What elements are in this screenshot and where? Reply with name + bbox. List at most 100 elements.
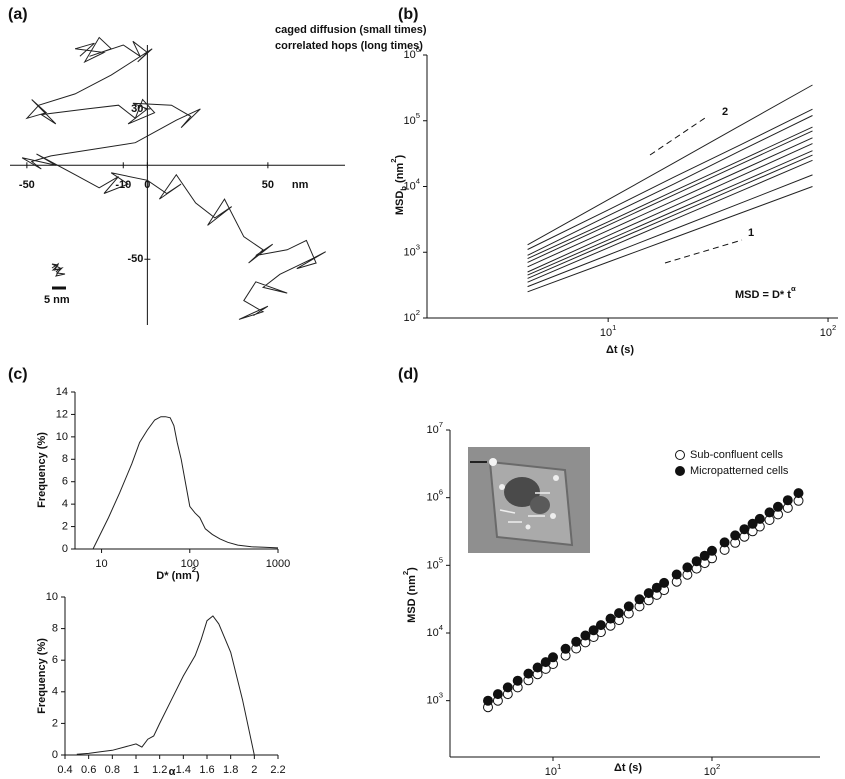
tick-label: 105 bbox=[426, 555, 443, 571]
tick-label: 1.4 bbox=[176, 764, 191, 776]
axis-unit: nm bbox=[292, 179, 309, 191]
panel-label: (d) bbox=[398, 366, 418, 383]
annotation: correlated hops (long times) bbox=[275, 40, 423, 52]
data-point bbox=[793, 488, 804, 499]
tick-exponent: 1 bbox=[557, 762, 561, 771]
tick-label: 50 bbox=[262, 179, 274, 191]
data-point bbox=[623, 601, 634, 612]
y-axis-label: MSDb (nm2) bbox=[389, 155, 408, 216]
data-point bbox=[502, 682, 513, 693]
tick-label: 101 bbox=[600, 323, 617, 339]
tick-label: 1.2 bbox=[152, 764, 167, 776]
tick-label: 10 bbox=[46, 591, 58, 603]
tick-base: 10 bbox=[403, 115, 415, 127]
data-point bbox=[719, 537, 730, 548]
data-point bbox=[659, 577, 670, 588]
scale-bar-label: 5 nm bbox=[44, 294, 70, 306]
data-point bbox=[571, 636, 582, 647]
panel-label: (a) bbox=[8, 6, 28, 23]
tick-label: 100 bbox=[181, 558, 199, 570]
data-line bbox=[527, 126, 813, 260]
tick-exponent: 2 bbox=[832, 323, 836, 332]
tick-label: 103 bbox=[426, 691, 443, 707]
tick-label: 2 bbox=[52, 717, 58, 729]
tick-label: 8 bbox=[62, 453, 68, 465]
tick-label: 106 bbox=[426, 488, 443, 504]
tick-label: 1000 bbox=[266, 558, 290, 570]
tick-label: 6 bbox=[62, 476, 68, 488]
data-line bbox=[527, 174, 813, 288]
tick-label: 8 bbox=[52, 623, 58, 635]
data-point bbox=[512, 675, 523, 686]
label-part: ) bbox=[394, 155, 406, 159]
label-part: MSD bbox=[394, 191, 406, 216]
data-point bbox=[532, 662, 543, 673]
annotation: caged diffusion (small times) bbox=[275, 24, 427, 36]
label-part: ) bbox=[406, 567, 418, 571]
tick-base: 10 bbox=[403, 49, 415, 61]
tick-base: 10 bbox=[426, 627, 438, 639]
data-line bbox=[92, 416, 279, 550]
legend-label: Sub-confluent cells bbox=[690, 449, 783, 461]
label-part: 2 bbox=[389, 159, 398, 163]
label-part: b bbox=[399, 186, 408, 191]
tick-base: 10 bbox=[704, 766, 716, 778]
tick-base: 10 bbox=[545, 766, 557, 778]
x-axis-label: D* (nm2) bbox=[156, 565, 200, 582]
label-part: 2 bbox=[401, 571, 410, 575]
formula: MSD = D* tα bbox=[735, 284, 796, 301]
tick-exponent: 4 bbox=[439, 623, 444, 632]
label-part: D* (nm bbox=[156, 570, 192, 582]
tick-base: 10 bbox=[820, 327, 832, 339]
data-point bbox=[588, 625, 599, 636]
data-line bbox=[527, 130, 813, 263]
data-point bbox=[782, 495, 793, 506]
tick-label: 101 bbox=[545, 762, 562, 778]
data-line bbox=[527, 150, 813, 276]
tick-base: 10 bbox=[426, 559, 438, 571]
panel-label: (c) bbox=[8, 366, 28, 383]
tick-base: 10 bbox=[426, 424, 438, 436]
data-line bbox=[527, 154, 813, 279]
tick-label: 0 bbox=[52, 749, 58, 761]
data-point bbox=[634, 594, 645, 605]
data-line bbox=[527, 137, 813, 268]
tick-label: 104 bbox=[403, 177, 420, 193]
tick-label: 106 bbox=[403, 45, 420, 61]
tick-exponent: 3 bbox=[439, 691, 443, 700]
tick-label: 1 bbox=[133, 764, 139, 776]
tick-label: 105 bbox=[403, 111, 420, 127]
data-point bbox=[773, 501, 783, 512]
data-point bbox=[682, 562, 693, 573]
data-point bbox=[614, 608, 624, 619]
data-point bbox=[699, 550, 710, 561]
data-point bbox=[548, 652, 558, 663]
tick-label: 6 bbox=[52, 654, 58, 666]
tick-label: 4 bbox=[52, 686, 58, 698]
data-line bbox=[527, 84, 813, 246]
tick-label: 102 bbox=[403, 308, 420, 324]
label-part: MSD = D* t bbox=[735, 289, 791, 301]
slope-label: 1 bbox=[748, 227, 754, 239]
tick-label: 0.6 bbox=[81, 764, 96, 776]
tick-base: 10 bbox=[426, 695, 438, 707]
x-axis-label: Δt (s) bbox=[614, 762, 642, 774]
tick-label: 4 bbox=[62, 498, 68, 510]
tick-exponent: 4 bbox=[416, 177, 421, 186]
label-part: ) bbox=[196, 570, 200, 582]
slope-label: 2 bbox=[722, 106, 728, 118]
trajectory bbox=[21, 36, 326, 320]
tick-label: 0.4 bbox=[57, 764, 72, 776]
tick-base: 10 bbox=[403, 312, 415, 324]
data-line bbox=[527, 108, 813, 250]
data-point bbox=[764, 507, 775, 518]
y-axis-label: Frequency (%) bbox=[36, 432, 48, 508]
tick-exponent: 6 bbox=[439, 488, 443, 497]
tick-exponent: 7 bbox=[439, 420, 443, 429]
data-point bbox=[651, 582, 662, 593]
data-point bbox=[691, 556, 702, 567]
data-line bbox=[527, 143, 813, 273]
tick-label: 0.8 bbox=[105, 764, 120, 776]
